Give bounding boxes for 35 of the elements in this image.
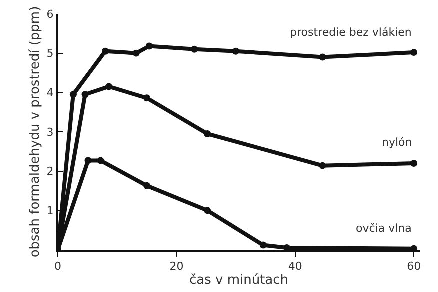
point — [319, 162, 326, 170]
x-tick-label: 20 — [170, 260, 184, 274]
x-tick-label: 0 — [54, 260, 62, 274]
point — [82, 91, 89, 98]
point — [144, 94, 151, 102]
point — [97, 157, 104, 164]
y-tick-label: 2 — [46, 165, 54, 178]
point — [319, 54, 326, 61]
point — [106, 83, 113, 90]
y-tick-label: 5 — [46, 47, 54, 60]
series-label: prostredie bez vlákien — [290, 26, 412, 39]
y-tick-label: 3 — [46, 126, 54, 139]
point — [70, 91, 77, 98]
point — [190, 46, 198, 53]
point — [232, 48, 240, 55]
y-axis-title: obsah formaldehydu v prostredí (ppm) — [28, 6, 44, 258]
point — [132, 50, 140, 57]
point — [146, 42, 153, 50]
point — [204, 130, 212, 138]
point — [260, 242, 267, 249]
point — [204, 207, 212, 214]
series-label: ovčia vlna — [356, 222, 412, 235]
point — [144, 182, 151, 190]
y-tick-label: 4 — [46, 86, 54, 100]
series-label: nylón — [382, 136, 412, 149]
point — [102, 48, 109, 55]
point — [84, 157, 92, 164]
point — [410, 49, 418, 56]
point — [284, 244, 291, 250]
x-axis-title: čas v minútach — [189, 273, 289, 288]
point — [410, 160, 418, 167]
x-tick-label: 60 — [407, 260, 422, 274]
x-tick-label: 40 — [288, 260, 302, 274]
y-tick-label: 6 — [46, 8, 54, 21]
y-tick-label: 1 — [46, 204, 54, 218]
